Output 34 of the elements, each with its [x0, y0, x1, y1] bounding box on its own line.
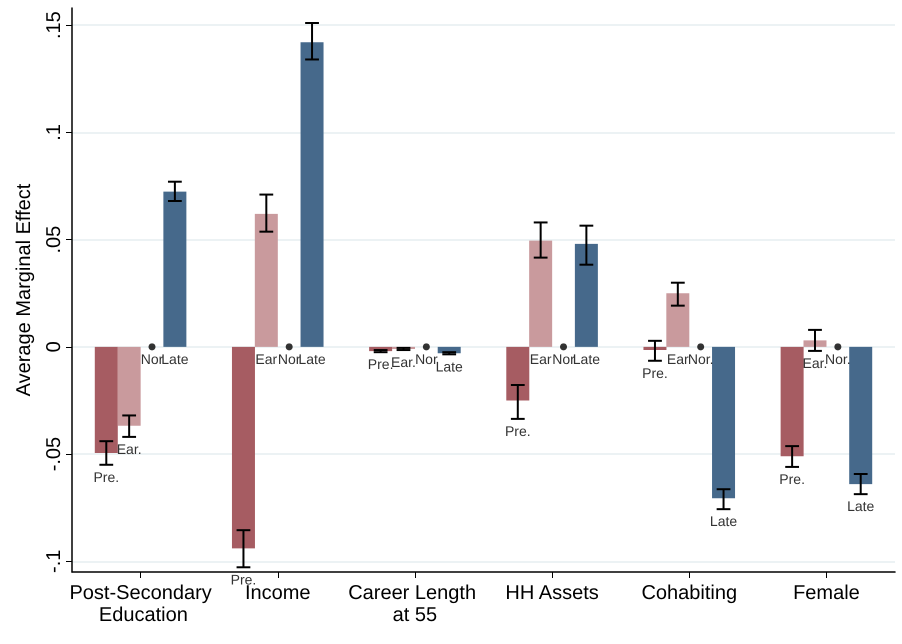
y-tick-label: -.1	[43, 550, 65, 573]
x-tick-label: Cohabiting	[641, 582, 738, 604]
data-label: Late	[847, 498, 875, 514]
data-label: Ear.	[116, 440, 142, 457]
data-label: Nor	[415, 350, 438, 367]
data-label: Pre.	[642, 364, 668, 381]
data-label: Nor	[278, 350, 301, 367]
data-label: Late	[710, 513, 738, 530]
x-tick-label: Career Length at 55	[348, 582, 482, 626]
y-axis-title: Average Marginal Effect	[13, 183, 35, 396]
data-label: Late	[298, 350, 326, 367]
data-label: Ear.	[802, 354, 828, 371]
data-label: Pre.	[504, 422, 531, 439]
data-label: Ear	[530, 350, 552, 367]
data-label: Pre.	[779, 470, 805, 487]
data-label: Pre.	[93, 468, 120, 485]
x-tick-label: HH Assets	[505, 582, 599, 604]
data-label: Ear	[255, 350, 278, 367]
y-tick-label: .1	[43, 124, 65, 141]
data-label: Nor	[140, 350, 164, 367]
data-label: Ear.	[391, 354, 416, 370]
y-tick-label: 0	[43, 341, 65, 352]
y-tick-label: -.05	[43, 436, 65, 472]
data-label: Late	[572, 350, 600, 367]
y-tick-label: .15	[43, 11, 65, 40]
data-label: Late	[161, 350, 189, 367]
data-label: Pre.	[368, 356, 394, 372]
data-label: Nor.	[825, 350, 851, 367]
y-tick-label: .05	[43, 226, 65, 254]
x-tick-label: Female	[793, 582, 860, 604]
data-label: Nor	[552, 350, 576, 367]
data-label: Late	[436, 358, 464, 374]
data-label: Ear	[666, 350, 690, 367]
x-tick-label: Post-Secondary Education	[69, 582, 212, 626]
